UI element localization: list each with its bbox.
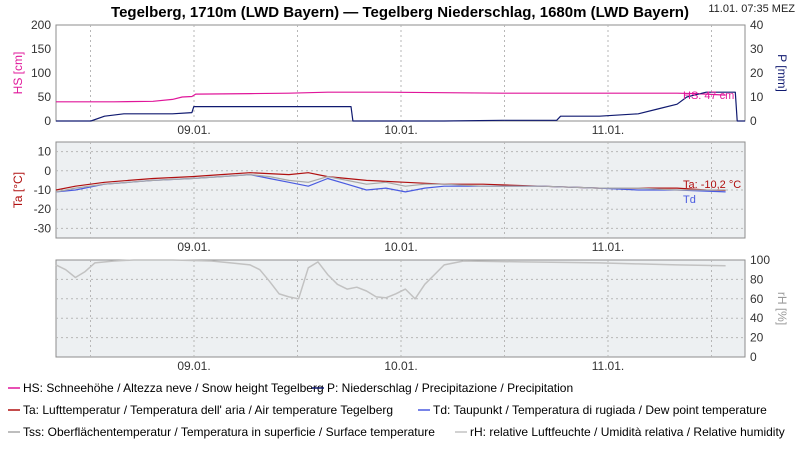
x-tick-label: 11.01. [592, 123, 624, 137]
y-tick-label: -10 [34, 183, 52, 197]
y-tick-label: 10 [38, 145, 52, 159]
chart-title: Tegelberg, 1710m (LWD Bayern) — Tegelber… [111, 4, 689, 21]
y2-tick-label: 20 [750, 331, 764, 345]
x-tick-label: 09.01. [177, 240, 210, 254]
y2-tick-label: 100 [750, 253, 770, 267]
y2-tick-label: 40 [750, 18, 764, 32]
series-line-hs [56, 91, 726, 103]
panel-humidity: 0 20 40 60 80 100 rH [%] 09.01. 10.01. 11.01. [55, 253, 789, 373]
x-tick-label: 11.01. [592, 240, 624, 254]
y2-axis-label: P [mm] [775, 54, 789, 92]
plot-area [55, 259, 746, 358]
x-tick-label: 11.01. [592, 359, 624, 373]
legend-label-ta: Ta: Lufttemperatur / Temperatura dell' a… [23, 403, 393, 417]
y-axis-label: HS [cm] [11, 52, 25, 95]
y-axis-label: Ta [°C] [11, 172, 25, 208]
x-tick-label: 10.01. [384, 123, 417, 137]
y2-tick-label: 10 [750, 90, 764, 104]
y2-tick-label: 60 [750, 292, 764, 306]
y2-axis-label: rH [%] [775, 292, 789, 325]
y-tick-label: 50 [38, 90, 52, 104]
x-tick-label: 09.01. [177, 359, 210, 373]
x-tick-label: 09.01. [177, 123, 210, 137]
y-tick-label: 150 [31, 42, 51, 56]
y2-tick-label: 0 [750, 350, 757, 364]
timestamp: 11.01. 07:35 MEZ [708, 3, 795, 15]
y2-tick-label: 40 [750, 311, 764, 325]
hs-end-label: HS: 47 cm [683, 90, 734, 102]
panel-temperature: -30 -20 -10 0 10 Ta [°C] 09.01. 10.01. 11.01. Ta:… [11, 141, 746, 254]
y2-tick-label: 30 [750, 42, 764, 56]
y-tick-label: 0 [44, 114, 51, 128]
panel-snow-precip: 0 50 100 150 200 HS [cm] 0 10 20 30 40 P [mm] 09.01.… [11, 18, 789, 137]
x-tick-label: 10.01. [384, 359, 417, 373]
td-end-label: Td [683, 194, 696, 206]
y-tick-label: -30 [34, 221, 52, 235]
legend-label-tss: Tss: Oberflächentemperatur / Temperatura… [23, 425, 435, 439]
ta-end-label: Ta: -10,2 °C [683, 179, 741, 191]
legend-label-rh: rH: relative Luftfeuchte / Umidità relat… [470, 425, 785, 439]
y-tick-label: 100 [31, 66, 51, 80]
y-tick-label: -20 [34, 202, 52, 216]
x-tick-label: 10.01. [384, 240, 417, 254]
series-line-tss [55, 174, 726, 193]
y-tick-label: 0 [44, 164, 51, 178]
legend: HS: Schneehöhe / Altezza neve / Snow hei… [8, 381, 785, 439]
legend-label-hs: HS: Schneehöhe / Altezza neve / Snow hei… [23, 381, 324, 395]
y-tick-label: 200 [31, 18, 51, 32]
legend-label-td: Td: Taupunkt / Temperatura di rugiada / … [433, 403, 767, 417]
series-line-p [56, 91, 745, 122]
legend-label-p: P: Niederschlag / Precipitazione / Preci… [327, 381, 573, 395]
y2-tick-label: 20 [750, 66, 764, 80]
y2-tick-label: 80 [750, 272, 764, 286]
y2-tick-label: 0 [750, 114, 757, 128]
series-line-rh [55, 259, 726, 300]
